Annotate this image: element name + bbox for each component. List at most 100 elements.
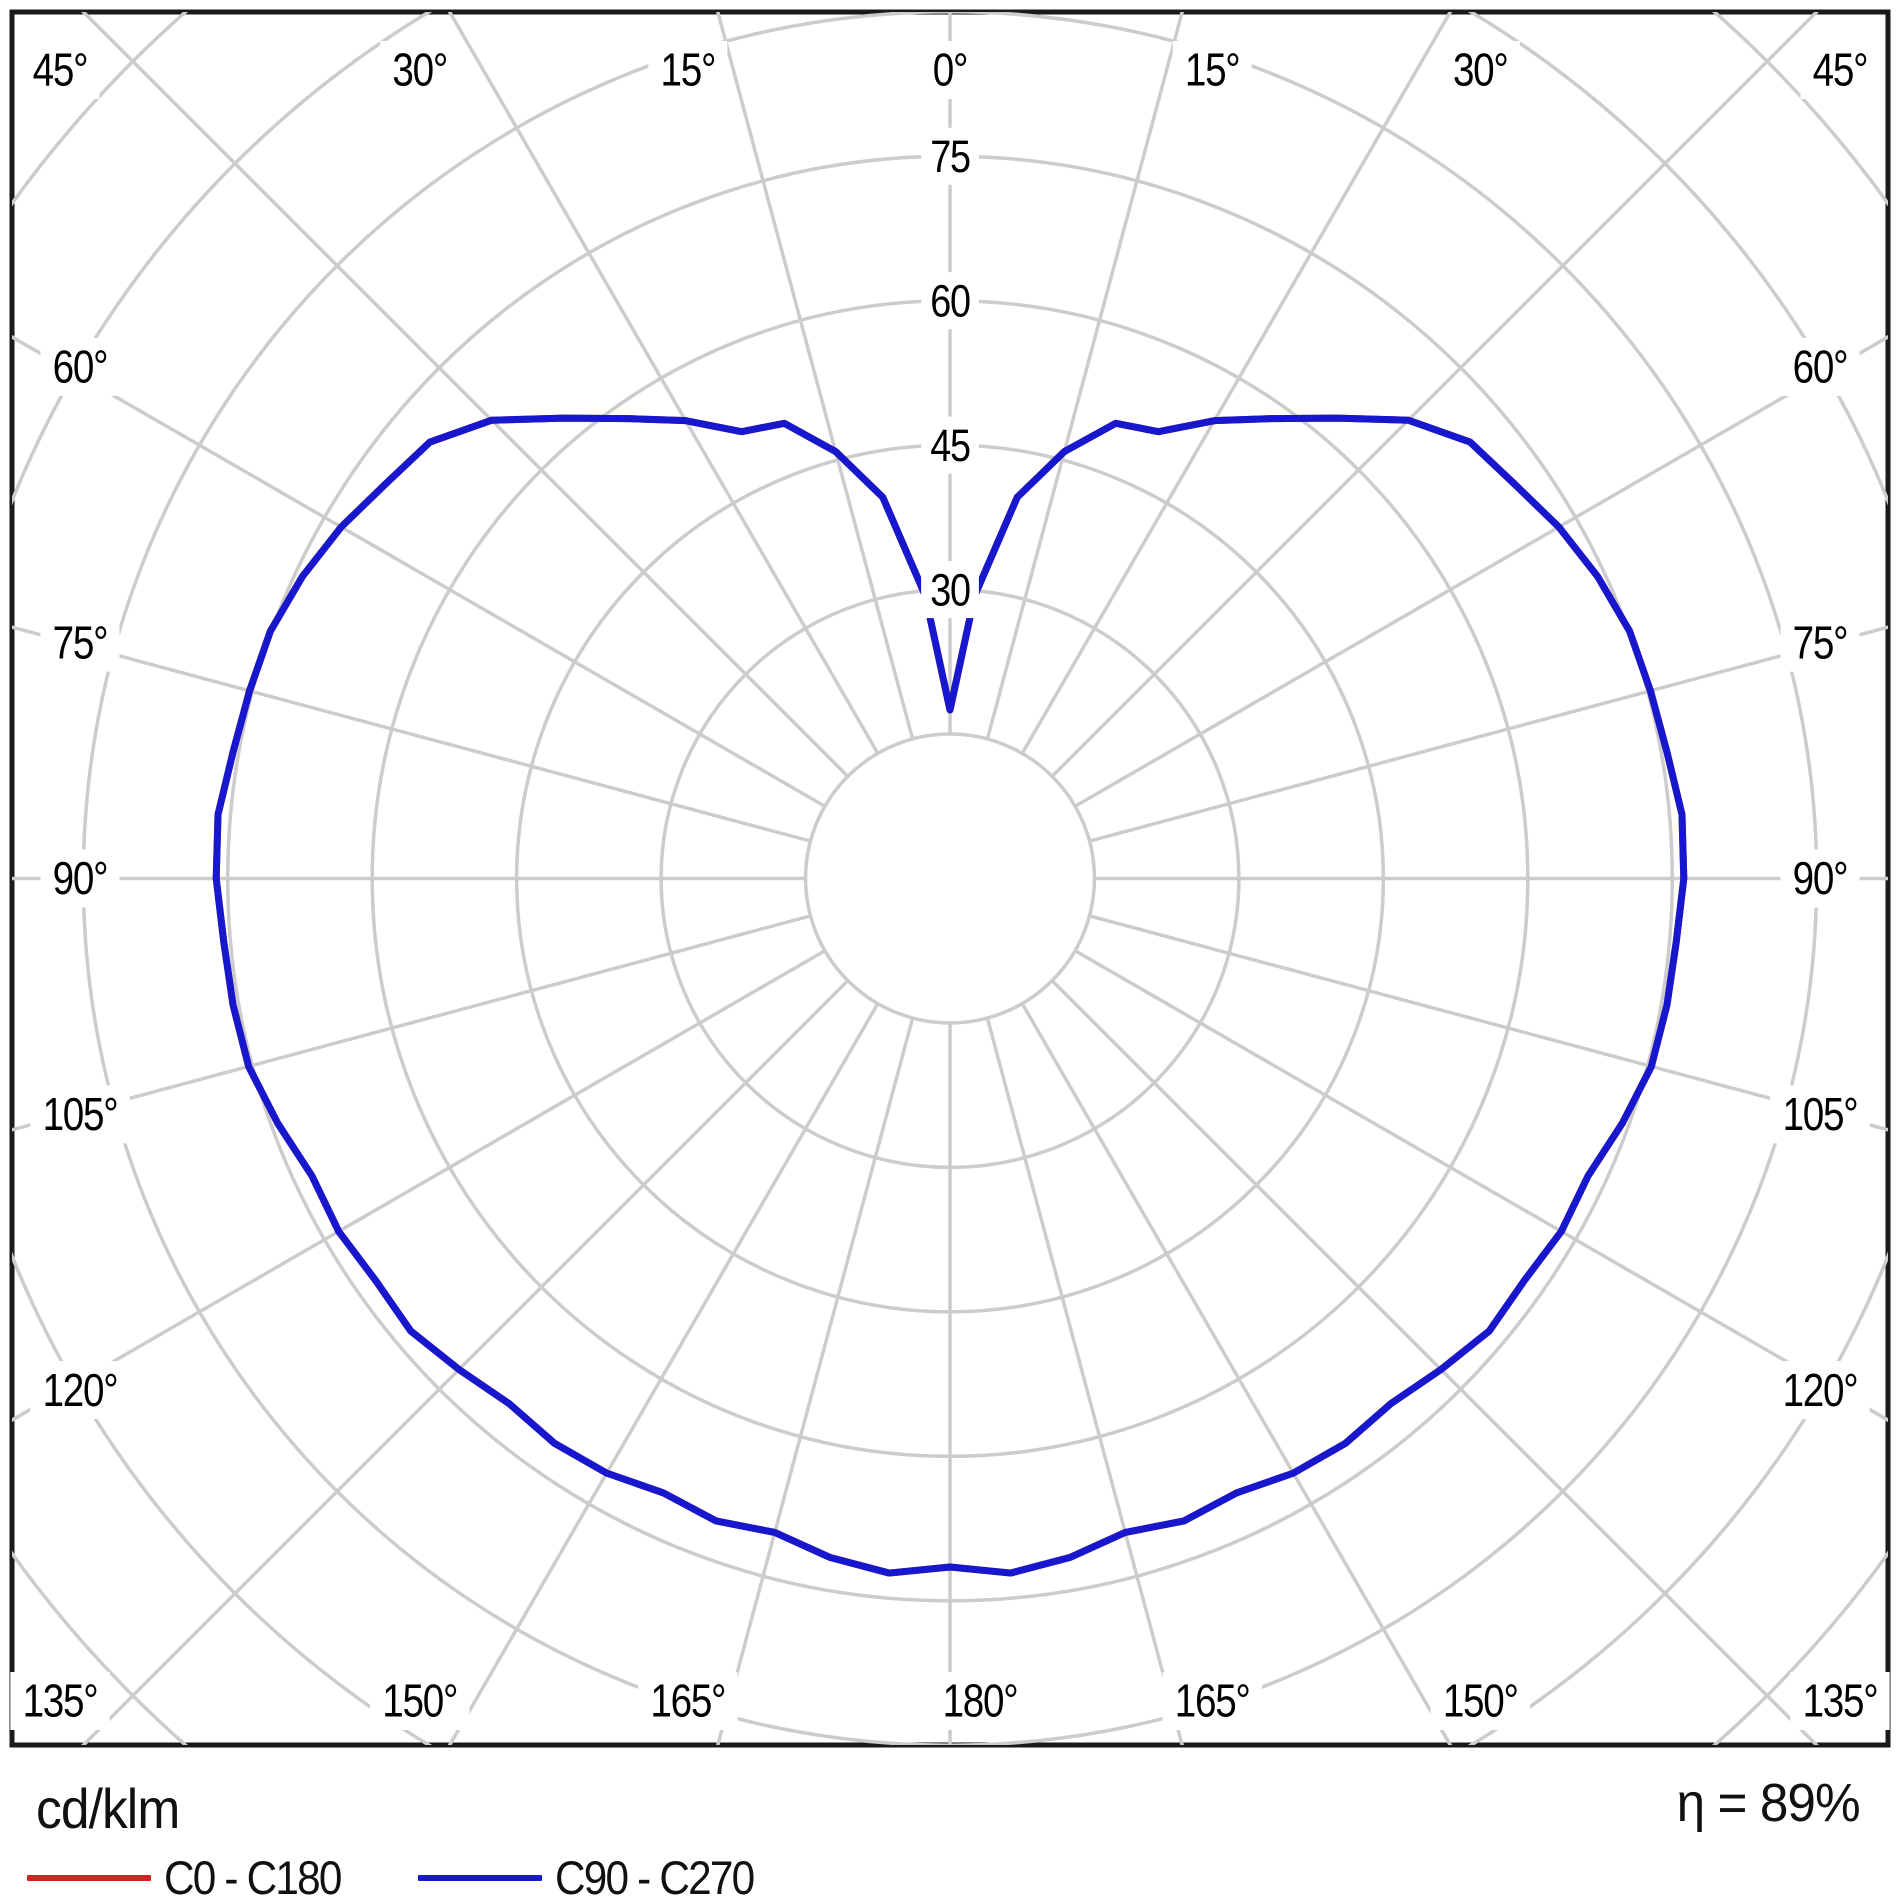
angle-label-left-45-bg <box>20 41 100 99</box>
angle-label-right-0-text: 0° <box>933 45 967 96</box>
angle-label-right-180-bg <box>930 1672 1030 1730</box>
angle-label-right-30-text: 30° <box>1453 45 1508 96</box>
angle-label-right-0: 0° <box>920 41 980 99</box>
grid-spoke-left-75 <box>12 914 811 1132</box>
angle-label-right-150-bg <box>1430 1672 1530 1730</box>
radial-label-45-bg <box>921 416 979 474</box>
grid-spoke-right-150 <box>1020 12 1453 755</box>
angle-label-left-30-bg <box>380 41 460 99</box>
angle-label-right-135-text: 135° <box>1803 1676 1878 1727</box>
grid-spoke-right-105 <box>1089 625 1888 843</box>
angle-label-left-165-bg <box>638 1672 738 1730</box>
angle-label-left-60: 60° <box>40 337 120 396</box>
radial-label-60-text: 60 <box>930 275 970 326</box>
angle-label-right-120-bg <box>1770 1361 1870 1420</box>
grid-spoke-left-165 <box>716 12 915 740</box>
angle-label-left-135-text: 135° <box>23 1676 98 1727</box>
angle-label-right-75: 75° <box>1780 613 1860 672</box>
angle-label-right-45-text: 45° <box>1813 45 1868 96</box>
angle-label-right-60-bg <box>1780 337 1860 396</box>
grid-spoke-right-165 <box>985 12 1184 740</box>
angle-label-left-15: 15° <box>648 41 728 99</box>
angle-label-right-105: 105° <box>1770 1085 1870 1144</box>
grid-spoke-right-30 <box>1020 1002 1453 1745</box>
angle-label-right-105-bg <box>1770 1085 1870 1144</box>
radial-label-75-bg <box>921 127 979 185</box>
grid-spoke-left-45 <box>81 979 850 1745</box>
grid-spoke-left-135 <box>81 12 850 778</box>
angle-label-right-0-bg <box>920 41 980 99</box>
angle-label-left-45: 45° <box>20 41 100 99</box>
angle-label-right-165-bg <box>1162 1672 1262 1730</box>
angle-label-left-135-bg <box>10 1672 110 1730</box>
radial-label-75: 75 <box>921 127 979 185</box>
grid-spoke-left-105 <box>12 625 811 843</box>
grid-spoke-right-45 <box>1050 979 1819 1745</box>
angle-label-left-105: 105° <box>30 1085 130 1144</box>
angle-label-left-120: 120° <box>30 1361 130 1420</box>
radial-label-30-text: 30 <box>930 564 970 615</box>
angle-label-right-30: 30° <box>1440 41 1520 99</box>
angle-label-right-15: 15° <box>1172 41 1252 99</box>
grid-spoke-left-120 <box>12 334 826 808</box>
units-label: cd/klm <box>36 1777 180 1840</box>
angle-label-right-135: 135° <box>1790 1672 1890 1730</box>
radial-label-75-text: 75 <box>930 131 970 182</box>
angle-label-left-150-text: 150° <box>382 1676 457 1727</box>
angle-label-left-90: 90° <box>40 849 120 908</box>
legend-swatch-blue-line <box>418 1874 543 1881</box>
angle-label-right-180-text: 180° <box>943 1676 1018 1727</box>
grid-spoke-left-30 <box>447 1002 880 1745</box>
angle-label-left-150-bg <box>370 1672 470 1730</box>
angle-label-right-15-bg <box>1172 41 1252 99</box>
grid-spoke-right-120 <box>1074 334 1888 808</box>
angle-label-right-60-text: 60° <box>1793 341 1848 392</box>
angle-label-left-120-bg <box>30 1361 130 1420</box>
legend-swatch-red-line <box>27 1874 151 1881</box>
angle-label-left-75-text: 75° <box>53 617 108 668</box>
angle-label-right-90-bg <box>1780 849 1860 908</box>
angle-label-right-135-bg <box>1790 1672 1890 1730</box>
angle-label-left-120-text: 120° <box>43 1365 118 1416</box>
legend-item-c90-c270: C90 - C270 <box>418 1850 775 1900</box>
angle-label-left-15-text: 15° <box>660 45 715 96</box>
angle-label-right-180: 180° <box>930 1672 1030 1730</box>
angle-label-right-30-bg <box>1440 41 1520 99</box>
angle-label-right-120: 120° <box>1770 1361 1870 1420</box>
legend-label: C90 - C270 <box>555 1851 755 1900</box>
angle-label-right-105-text: 105° <box>1783 1089 1858 1140</box>
angle-label-left-30: 30° <box>380 41 460 99</box>
angle-label-left-105-text: 105° <box>43 1089 118 1140</box>
angle-label-left-60-bg <box>40 337 120 396</box>
angle-label-left-105-bg <box>30 1085 130 1144</box>
angle-label-right-45-bg <box>1800 41 1880 99</box>
grid-spoke-right-75 <box>1089 914 1888 1132</box>
angle-label-right-150: 150° <box>1430 1672 1530 1730</box>
angle-label-right-45: 45° <box>1800 41 1880 99</box>
angle-label-left-15-bg <box>648 41 728 99</box>
angle-label-left-30-text: 30° <box>392 45 447 96</box>
angle-label-left-135: 135° <box>10 1672 110 1730</box>
angle-label-right-60: 60° <box>1780 337 1860 396</box>
angle-label-right-90: 90° <box>1780 849 1860 908</box>
angle-label-left-90-text: 90° <box>53 853 108 904</box>
angle-label-left-150: 150° <box>370 1672 470 1730</box>
angle-label-right-165: 165° <box>1162 1672 1262 1730</box>
angle-label-left-45-text: 45° <box>33 45 88 96</box>
angle-label-left-165-text: 165° <box>650 1676 725 1727</box>
angle-label-left-165: 165° <box>638 1672 738 1730</box>
angle-label-left-60-text: 60° <box>53 341 108 392</box>
angle-label-right-15-text: 15° <box>1185 45 1240 96</box>
grid-spoke-left-150 <box>447 12 880 755</box>
radial-label-30-bg <box>921 561 979 619</box>
efficiency-label: η = 89% <box>1676 1773 1861 1833</box>
grid-spoke-right-135 <box>1050 12 1819 778</box>
grid-spoke-right-60 <box>1074 949 1888 1423</box>
polar-chart: 0° 15° 15° 30° 30° 45° 45° 60° 60° 75° 75° 90° 90° 10… <box>9 9 1891 1748</box>
angle-label-left-75: 75° <box>40 613 120 672</box>
legend: C0 - C180 C90 - C270 <box>27 1850 776 1900</box>
angle-label-right-165-text: 165° <box>1175 1676 1250 1727</box>
radial-label-45: 45 <box>921 416 979 474</box>
radial-label-45-text: 45 <box>930 420 970 471</box>
